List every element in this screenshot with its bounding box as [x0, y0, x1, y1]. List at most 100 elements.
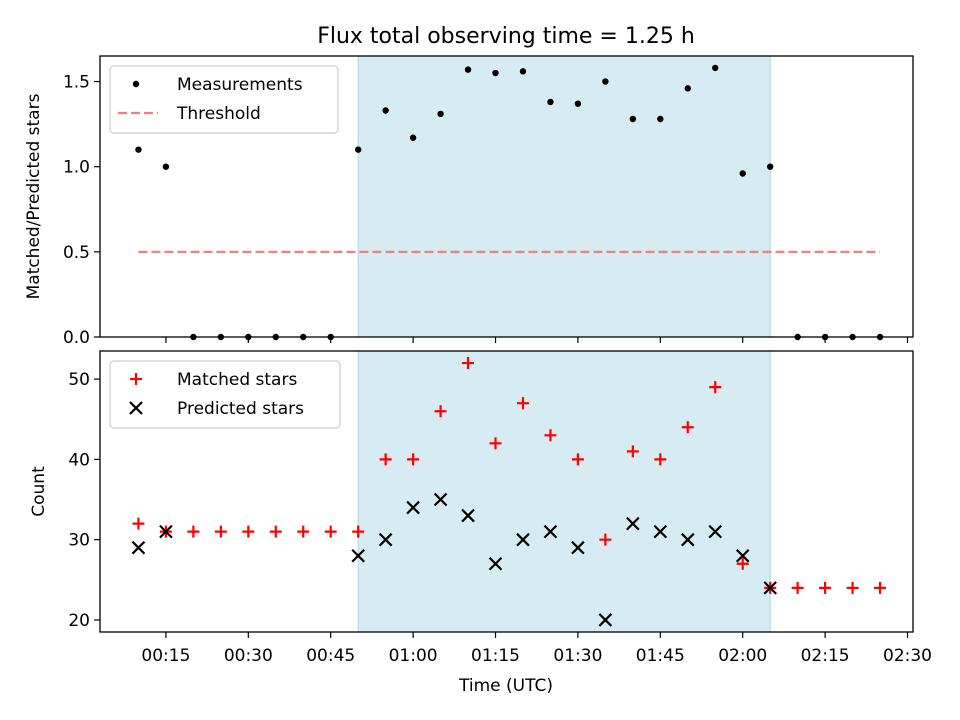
y-tick-label-bottom: 20 — [68, 611, 90, 631]
measurement-point — [547, 98, 554, 106]
y-axis-label-top: Matched/Predicted stars — [24, 93, 44, 299]
predicted-star-point — [763, 581, 777, 595]
matched-star-point — [819, 581, 832, 594]
measurement-point — [382, 107, 389, 114]
measurement-point — [629, 115, 637, 123]
predicted-star-point — [626, 516, 640, 531]
x-tick-label: 01:15 — [471, 646, 520, 666]
legend-bottom — [109, 360, 341, 429]
measurement-point — [657, 115, 664, 123]
matched-star-point — [214, 525, 227, 538]
x-tick-label: 02:30 — [883, 646, 932, 666]
predicted-star-point — [708, 524, 723, 539]
y-tick-label-top: 1.0 — [63, 158, 90, 178]
predicted-star-point — [461, 508, 475, 523]
legend-top — [109, 65, 339, 134]
legend-marker-measurements — [132, 80, 140, 88]
x-tick-label: 00:15 — [141, 646, 190, 666]
legend-label: Threshold — [176, 104, 261, 124]
measurement-point — [135, 146, 142, 153]
matched-star-point — [791, 581, 804, 594]
observing-window-shade-bottom — [357, 350, 771, 633]
x-axis-label: Time (UTC) — [458, 676, 553, 696]
measurement-point — [519, 68, 527, 75]
y-tick-label-bottom: 40 — [68, 450, 90, 470]
matched-star-point — [187, 525, 200, 538]
measurement-point — [162, 163, 170, 170]
measurement-point — [766, 163, 774, 170]
matched-star-point — [544, 429, 557, 442]
predicted-star-point — [598, 613, 613, 627]
measurement-point — [464, 66, 472, 73]
legend-label: Matched stars — [177, 370, 297, 390]
legend-label: Measurements — [177, 75, 303, 95]
measurement-point — [354, 146, 362, 153]
y-tick-label-top: 0.0 — [63, 328, 90, 348]
measurement-point — [492, 69, 499, 77]
predicted-star-point — [131, 540, 146, 555]
x-tick-label: 01:45 — [636, 646, 685, 666]
x-tick-label: 02:00 — [718, 646, 767, 666]
matched-star-point — [297, 525, 310, 538]
matched-star-point — [516, 397, 529, 410]
matched-star-point — [599, 533, 612, 546]
matched-star-point — [874, 581, 887, 594]
measurement-point — [437, 110, 444, 118]
counts-panel: 20 30 40 50 00:15 00:30 00:45 01:00 01:15 01:30 01… — [29, 350, 932, 666]
matched-star-point — [242, 525, 255, 538]
predicted-star-point — [571, 540, 585, 555]
matched-star-point — [269, 525, 282, 538]
matched-star-point — [434, 405, 447, 418]
predicted-star-point — [351, 548, 365, 563]
y-tick-label-top: 0.5 — [63, 243, 90, 263]
matched-star-point — [324, 525, 337, 538]
ratio-panel: 0.0 0.5 1.0 1.5 Matched/Predicted stars Measu… — [24, 55, 914, 348]
axes-frame-bottom — [99, 350, 914, 633]
predicted-star-point — [378, 532, 393, 547]
x-tick-label: 00:45 — [306, 646, 355, 666]
matched-star-point — [407, 453, 420, 466]
y-tick-label-bottom: 50 — [68, 370, 90, 390]
matched-star-point — [462, 357, 475, 370]
matched-star-point — [654, 453, 667, 466]
y-axis-label-bottom: Count — [29, 466, 49, 517]
x-tick-label: 02:15 — [801, 646, 850, 666]
legend-marker-predicted — [129, 401, 143, 415]
measurement-point — [739, 170, 746, 177]
axes-frame-top — [99, 55, 914, 338]
predicted-star-point — [735, 548, 750, 563]
observing-window-shade-top — [357, 55, 771, 338]
predicted-star-point — [433, 492, 448, 507]
measurement-point — [409, 134, 417, 141]
measurement-point — [602, 78, 609, 85]
predicted-star-point — [653, 524, 668, 539]
legend-label: Predicted stars — [177, 399, 304, 419]
predicted-star-point — [543, 524, 558, 539]
matched-star-point — [379, 453, 392, 466]
measurement-point — [684, 85, 691, 92]
y-tick-label-top: 1.5 — [63, 73, 90, 93]
x-tick-label: 00:30 — [224, 646, 273, 666]
matched-star-point — [681, 421, 694, 434]
matched-star-point — [626, 445, 639, 458]
y-tick-label-bottom: 30 — [68, 531, 90, 551]
predicted-star-point — [159, 524, 173, 539]
matched-star-point — [736, 557, 749, 570]
predicted-star-point — [516, 532, 530, 547]
matched-star-point — [489, 437, 502, 450]
matched-star-point — [846, 581, 859, 594]
matched-star-point — [571, 453, 584, 466]
x-tick-label: 01:30 — [553, 646, 602, 666]
matched-star-point — [352, 525, 365, 538]
x-tick-label: 01:00 — [389, 646, 438, 666]
matched-star-point — [709, 381, 722, 394]
matched-star-point — [132, 517, 145, 530]
predicted-star-point — [680, 532, 695, 547]
predicted-star-point — [488, 556, 503, 571]
measurement-point — [574, 100, 582, 107]
legend-marker-matched — [130, 373, 142, 385]
figure-title: Flux total observing time = 1.25 h — [317, 24, 695, 49]
measurement-point — [712, 64, 719, 72]
predicted-star-point — [406, 500, 420, 515]
